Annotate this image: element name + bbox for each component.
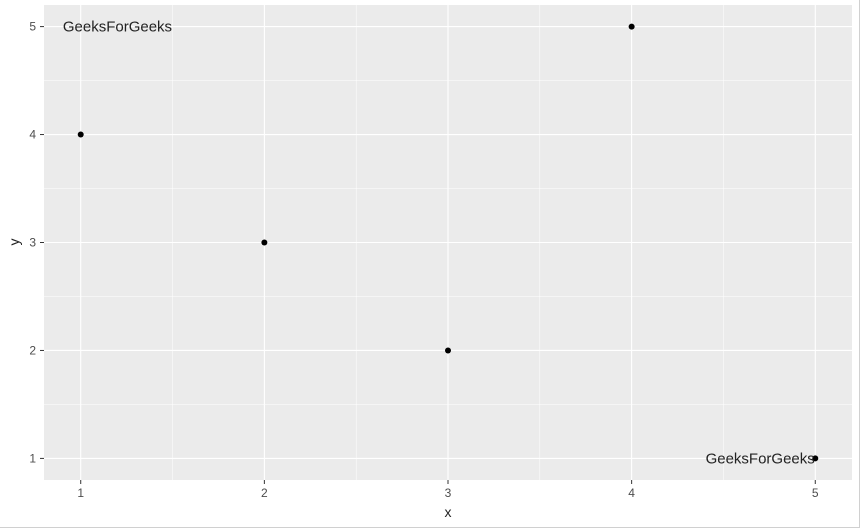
y-tick-label: 4 — [29, 128, 36, 142]
y-tick-label: 5 — [29, 20, 36, 34]
x-axis-label: x — [445, 504, 452, 520]
x-tick-label: 5 — [812, 486, 819, 500]
x-tick-label: 2 — [261, 486, 268, 500]
x-tick-label: 3 — [445, 486, 452, 500]
y-tick-label: 2 — [29, 343, 36, 357]
y-axis-label: y — [6, 239, 22, 246]
x-tick-label: 4 — [628, 486, 635, 500]
data-point — [261, 239, 268, 246]
data-point — [628, 23, 635, 30]
y-tick-label: 1 — [29, 451, 36, 465]
annotation-text: GeeksForGeeks — [63, 19, 172, 36]
axis-ticks: 1 2 3 4 5 1 2 3 4 5 — [29, 20, 819, 500]
data-point — [77, 131, 84, 138]
grid-lines — [44, 5, 852, 480]
points — [77, 23, 819, 462]
x-tick-label: 1 — [77, 486, 84, 500]
data-point — [445, 347, 451, 354]
y-tick-label: 3 — [29, 236, 36, 250]
annotation-text: GeeksForGeeks — [706, 450, 815, 467]
data-point — [812, 455, 819, 462]
annotations: GeeksForGeeks GeeksForGeeks — [63, 19, 815, 468]
